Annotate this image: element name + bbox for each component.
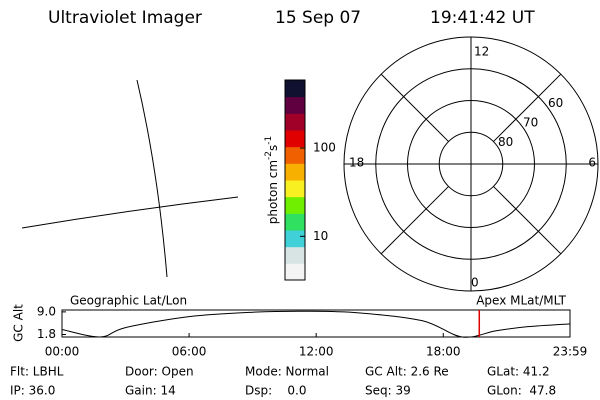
color-step bbox=[285, 80, 305, 98]
x-tick-label: 00:00 bbox=[45, 345, 80, 359]
color-step bbox=[285, 213, 305, 231]
date: 15 Sep 07 bbox=[275, 8, 361, 28]
time: 19:41:42 UT bbox=[430, 8, 535, 28]
spoke bbox=[380, 73, 449, 142]
status-field: Gain: 14 bbox=[125, 384, 176, 398]
color-step bbox=[285, 230, 305, 248]
y-axis-label: GC Alt bbox=[12, 304, 26, 342]
color-step bbox=[285, 180, 305, 198]
map-parallel bbox=[21, 196, 239, 229]
x-tick-label: 23:59 bbox=[553, 345, 588, 359]
color-step bbox=[285, 196, 305, 214]
color-step bbox=[285, 96, 305, 114]
mlt-label: 12 bbox=[474, 45, 489, 59]
x-tick-label: 12:00 bbox=[299, 345, 334, 359]
status-field: GLat: 41.2 bbox=[487, 365, 550, 379]
mlt-label: 6 bbox=[588, 156, 596, 170]
strip-title-right: Apex MLat/MLT bbox=[476, 294, 566, 308]
colorbar-label: photon cm-2s-1 bbox=[264, 136, 280, 225]
footer: Flt: LBHL Door: Open Mode: Normal GC Alt: 2… bbox=[10, 365, 556, 398]
status-field: GC Alt: 2.6 Re bbox=[365, 365, 449, 379]
colorbar-frame bbox=[284, 79, 306, 281]
spoke bbox=[380, 186, 449, 255]
unit-text: photon cm bbox=[266, 160, 280, 224]
y-tick-label: 1.8 bbox=[37, 327, 56, 341]
x-tick-label: 06:00 bbox=[172, 345, 207, 359]
mlt-label: 18 bbox=[349, 156, 364, 170]
unit-exp: -2 bbox=[264, 151, 274, 160]
status-field: Mode: Normal bbox=[245, 365, 329, 379]
color-step bbox=[285, 113, 305, 131]
color-step bbox=[285, 246, 305, 264]
strip-title-left: Geographic Lat/Lon bbox=[70, 294, 187, 308]
color-step bbox=[285, 146, 305, 164]
lat-label: 70 bbox=[523, 115, 538, 129]
map-meridian bbox=[136, 79, 168, 278]
status-field: Door: Open bbox=[125, 365, 194, 379]
status-field: GLon: 47.8 bbox=[487, 384, 556, 398]
unit-text: s bbox=[266, 145, 280, 151]
y-tick-label: 9.0 bbox=[37, 304, 56, 318]
status-field: Seq: 39 bbox=[365, 384, 411, 398]
status-field: Dsp: 0.0 bbox=[245, 384, 307, 398]
spoke bbox=[493, 73, 562, 142]
unit-exp: -1 bbox=[264, 136, 274, 145]
color-step bbox=[285, 263, 305, 281]
x-tick-label: 18:00 bbox=[426, 345, 461, 359]
title: Ultraviolet Imager bbox=[48, 8, 202, 28]
colorbar-tick-label: 100 bbox=[313, 141, 336, 155]
mlt-label: 0 bbox=[471, 276, 479, 290]
lat-label: 80 bbox=[498, 135, 513, 149]
altitude-line bbox=[61, 310, 571, 338]
colorbar-tick-label: 10 bbox=[313, 229, 328, 243]
colorbar: 10 100 bbox=[284, 79, 336, 281]
status-field: Flt: LBHL bbox=[10, 365, 64, 379]
spoke bbox=[493, 186, 562, 255]
lat-label: 60 bbox=[548, 96, 563, 110]
status-field: IP: 36.0 bbox=[10, 384, 55, 398]
color-step bbox=[285, 130, 305, 148]
altitude-strip: Geographic Lat/Lon Apex MLat/MLT GC Alt 9.0… bbox=[12, 294, 588, 359]
color-step bbox=[285, 163, 305, 181]
